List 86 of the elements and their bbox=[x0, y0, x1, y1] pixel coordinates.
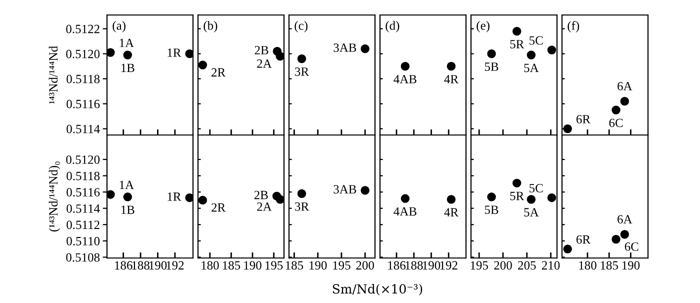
annotation: 4R bbox=[444, 75, 459, 84]
annotation: 5R bbox=[510, 40, 524, 48]
annotation: 5A bbox=[524, 64, 539, 72]
x-tick-label: 210 bbox=[542, 261, 560, 270]
x-tick-label: 205 bbox=[518, 261, 536, 270]
annotation: 4R bbox=[444, 208, 459, 216]
x-tick-label: 190 bbox=[310, 261, 327, 270]
y-tick-label: 0.5122 bbox=[66, 24, 100, 34]
x-tick-label: 185 bbox=[222, 261, 240, 270]
annotation: 2R bbox=[212, 203, 226, 212]
x-tick-label: 186 bbox=[115, 261, 132, 270]
annotation: (f) bbox=[568, 21, 580, 32]
x-tick-label: 188 bbox=[132, 261, 150, 270]
point bbox=[547, 193, 556, 202]
y-tick-label: 0.5116 bbox=[66, 100, 100, 108]
x-tick-label: 185 bbox=[600, 261, 618, 270]
annotation: 2A bbox=[257, 59, 272, 68]
x-tick-label: 192 bbox=[440, 261, 458, 270]
annotation: 6C bbox=[609, 118, 623, 128]
y-tick-label: 0.5116 bbox=[66, 188, 100, 197]
x-tick-label: 186 bbox=[388, 261, 406, 270]
annotation: 1R bbox=[168, 48, 182, 57]
annotation: 3R bbox=[295, 202, 310, 211]
annotation: (b) bbox=[204, 21, 218, 32]
point bbox=[526, 50, 536, 60]
annotation: 2B bbox=[254, 46, 268, 54]
x-tick-label: 190 bbox=[149, 261, 167, 270]
annotation: 6C bbox=[624, 242, 638, 251]
annotation: 6R bbox=[576, 235, 591, 244]
annotation: 3AB bbox=[334, 43, 356, 52]
x-tick-label: 200 bbox=[356, 261, 374, 270]
annotation: 5C bbox=[530, 184, 543, 192]
x-tick-label: 200 bbox=[494, 261, 512, 270]
y-axis-title: (¹⁴³Nd/¹⁴⁴Nd)₀ bbox=[48, 162, 60, 232]
annotation: 4AB bbox=[394, 207, 416, 216]
y-tick-label: 0.5110 bbox=[66, 236, 100, 246]
annotation: 6A bbox=[618, 82, 632, 90]
annotation: 2R bbox=[212, 68, 226, 76]
x-tick-label: 192 bbox=[166, 261, 184, 270]
y-tick-label: 0.5120 bbox=[66, 50, 100, 58]
x-tick-label: 180 bbox=[579, 261, 596, 270]
annotation: 1A bbox=[120, 180, 134, 190]
annotation: 5B bbox=[484, 62, 498, 71]
y-tick-label: 0.5118 bbox=[66, 74, 100, 84]
annotation: 5B bbox=[484, 206, 498, 214]
y-tick-label: 0.5120 bbox=[66, 155, 100, 164]
annotation: 6A bbox=[618, 215, 632, 224]
x-tick-label: 190 bbox=[422, 261, 440, 270]
annotation: 6R bbox=[576, 115, 591, 124]
x-tick-label: 195 bbox=[470, 261, 488, 270]
annotation: 5C bbox=[530, 36, 543, 45]
y-tick-label: 0.5108 bbox=[66, 253, 100, 262]
y-tick-label: 0.5114 bbox=[66, 124, 100, 134]
annotation: 2B bbox=[254, 190, 268, 200]
annotation: 1A bbox=[120, 38, 134, 48]
annotation: (c) bbox=[294, 21, 308, 32]
y-tick-label: 0.5112 bbox=[66, 220, 100, 230]
point bbox=[487, 49, 496, 58]
point bbox=[512, 178, 522, 188]
y-tick-label: 0.5114 bbox=[66, 204, 100, 213]
x-tick-label: 195 bbox=[266, 261, 283, 270]
y-axis-title: ¹⁴³Nd/¹⁴⁴Nd bbox=[48, 46, 58, 104]
x-axis-title: Sm/Nd(×10⁻³) bbox=[332, 284, 422, 296]
annotation: 1B bbox=[121, 64, 134, 72]
y-tick-label: 0.5118 bbox=[66, 172, 100, 180]
annotation: 5R bbox=[510, 192, 524, 200]
annotation: (d) bbox=[386, 21, 400, 32]
annotation: 3R bbox=[295, 67, 310, 76]
x-tick-label: 185 bbox=[286, 261, 304, 270]
point bbox=[547, 46, 556, 54]
x-tick-label: 195 bbox=[333, 261, 350, 270]
x-tick-label: 180 bbox=[202, 261, 219, 270]
annotation: 1B bbox=[121, 206, 134, 214]
annotation: 1R bbox=[168, 192, 182, 201]
annotation: 4AB bbox=[394, 75, 416, 84]
point bbox=[487, 192, 496, 202]
annotation: (a) bbox=[112, 21, 126, 32]
point bbox=[512, 26, 522, 36]
point bbox=[526, 194, 536, 204]
annotation: 5A bbox=[524, 208, 539, 216]
annotation: 2A bbox=[257, 202, 272, 211]
x-tick-label: 190 bbox=[622, 261, 640, 270]
annotation: (e) bbox=[476, 21, 490, 32]
annotation: 3AB bbox=[334, 185, 356, 194]
x-tick-label: 190 bbox=[244, 261, 262, 270]
x-tick-label: 188 bbox=[406, 261, 423, 270]
